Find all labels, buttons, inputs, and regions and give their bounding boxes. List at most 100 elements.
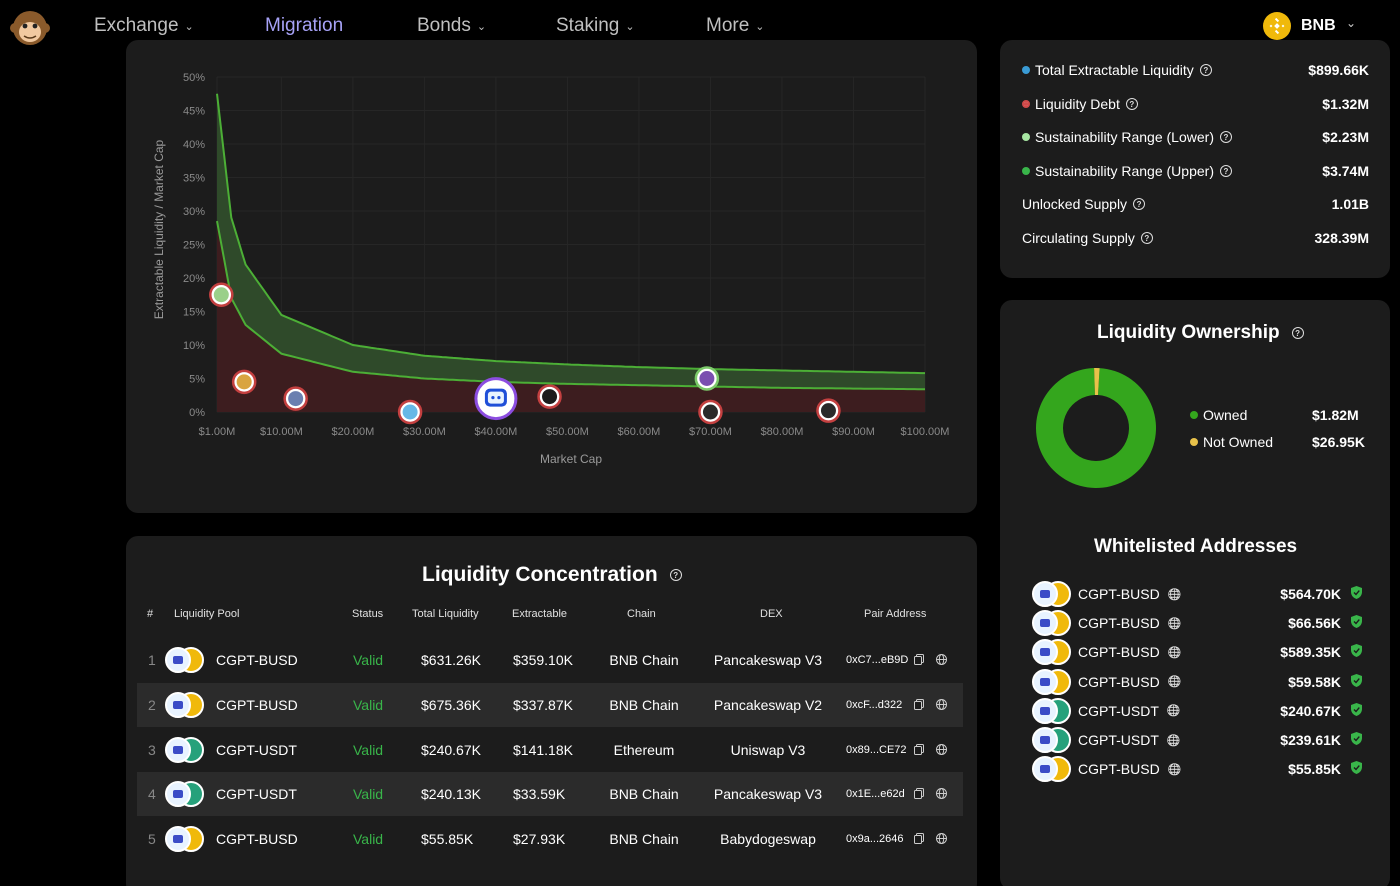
col-header-status: Status [352,608,384,620]
donut-slice-not-owned[interactable] [1094,368,1100,396]
whitelist-row[interactable]: CGPT-USDT 🌐 $239.61K [1032,726,1362,754]
globe-icon[interactable] [936,742,947,758]
x-tick-label: $10.00M [260,426,303,438]
verified-shield-icon [1351,586,1362,602]
pair-address[interactable]: 0xcF...d322 [846,698,903,711]
col-header-total: Total Liquidity [412,608,479,620]
help-icon[interactable]: ? [1133,198,1146,210]
col-header-extractable: Extractable [512,608,568,620]
table-row[interactable]: 5 CGPT-BUSD Valid $55.85K $27.93K BNB Chain Ba… [137,817,963,861]
pair-address[interactable]: 0xC7...eB9D [846,654,909,666]
nav-bonds[interactable]: Bonds ⌄ [417,15,486,37]
whitelist-row[interactable]: CGPT-BUSD 🌐 $589.35K [1032,638,1362,666]
globe-icon[interactable] [936,652,947,668]
whitelist-pair: CGPT-BUSD [1078,586,1160,602]
x-tick-label: $1.00M [199,426,236,438]
dex-name: Pancakeswap V3 [713,652,823,668]
whitelist-row[interactable]: CGPT-BUSD 🌐 $66.56K [1032,609,1362,637]
globe-icon[interactable]: 🌐 [1166,734,1181,747]
table-row[interactable]: 3 CGPT-USDT Valid $240.67K $141.18K Ethereum U… [137,728,963,772]
globe-icon[interactable] [936,697,947,713]
help-icon[interactable]: ? [1291,327,1304,339]
pair-address[interactable]: 0x1E...e62d [846,788,905,801]
pair-icons [1032,697,1072,725]
nav-migration[interactable]: Migration [265,15,343,37]
pair-address[interactable]: 0x9a...2646 [846,833,904,846]
pool-name: CGPT-USDT [216,786,297,803]
donut-slice-owned[interactable] [1036,368,1156,488]
token-icon-5[interactable] [816,398,841,423]
whitelist-row[interactable]: CGPT-BUSD 🌐 $55.85K [1032,755,1362,783]
y-tick-label: 35% [183,173,205,185]
table-row[interactable]: 4 CGPT-USDT Valid $240.13K $33.59K BNB Chain P… [137,772,963,817]
whitelist-pair: CGPT-USDT [1078,732,1159,748]
y-tick-label: 45% [183,106,205,118]
table-row[interactable]: 2 CGPT-BUSD Valid $675.36K $337.87K BNB Chain… [137,682,963,727]
cgpt-token-icon [165,647,191,673]
globe-icon[interactable] [936,831,947,847]
chevron-down-icon: ⌄ [184,20,194,33]
nav-more[interactable]: More ⌄ [706,15,765,37]
copy-icon[interactable] [914,697,924,713]
chevron-down-icon[interactable]: ⌄ [1346,16,1357,30]
help-icon[interactable]: ? [1140,232,1153,244]
chaingpt-icon[interactable] [474,377,518,421]
whitelist-row[interactable]: CGPT-BUSD 🌐 $564.70K [1032,580,1362,608]
cgpt-token-icon [1032,639,1058,666]
token-icon-3[interactable] [397,399,423,425]
extractable-value: $141.18K [513,741,573,758]
nav-more-label: More [706,15,750,36]
help-icon[interactable]: ? [669,569,682,581]
y-tick-label: 30% [183,206,205,218]
help-icon[interactable]: ? [1125,98,1138,110]
x-tick-label: $50.00M [546,426,589,438]
legend-dot [1022,66,1030,74]
y-tick-label: 0% [189,407,205,419]
token-icon-1[interactable] [209,282,234,307]
globe-icon[interactable]: 🌐 [1167,763,1182,776]
copy-icon[interactable] [914,786,924,802]
ownership-title: Liquidity Ownership ? [1097,322,1304,344]
help-icon[interactable]: ? [1219,165,1232,177]
globe-icon[interactable]: 🌐 [1167,646,1182,659]
help-icon[interactable]: ? [1219,131,1232,143]
globe-icon[interactable]: 🌐 [1167,676,1182,689]
stat-value: $2.23M [1322,129,1369,145]
network-selector[interactable]: BNB [1263,12,1336,40]
verified-shield-icon [1351,761,1362,777]
butterfly-icon[interactable] [537,384,562,409]
liquidity-chart-panel: 0% 5% 10% 15% 20% 25% 30% 35% 40% 45% 50% $1.00M $10… [126,40,977,513]
x-tick-label: $30.00M [403,426,446,438]
y-tick-label: 20% [183,273,205,285]
globe-icon[interactable]: 🌐 [1167,588,1182,601]
globe-icon[interactable] [936,786,947,802]
total-liquidity: $55.85K [421,831,474,848]
ethereum-icon[interactable] [283,386,308,411]
token-icon-2[interactable] [231,369,257,395]
not-owned-value: $26.95K [1312,434,1365,450]
whitelist-row[interactable]: CGPT-USDT 🌐 $240.67K [1032,697,1362,725]
ownership-donut-chart [1036,368,1156,488]
total-liquidity: $675.36K [421,696,481,713]
copy-icon[interactable] [914,831,924,847]
pair-icons [165,825,205,853]
nav-exchange[interactable]: Exchange ⌄ [94,15,194,37]
nav-staking[interactable]: Staking ⌄ [556,15,635,37]
concentration-title: Liquidity Concentration ? [422,563,682,587]
table-row[interactable]: 1 CGPT-BUSD Valid $631.26K $359.10K BNB Chain… [137,638,963,682]
monkey-logo-icon[interactable] [10,8,50,48]
copy-icon[interactable] [914,652,924,668]
owned-label: Owned [1203,407,1248,423]
token-icon-4[interactable] [698,399,723,425]
x-tick-label: $90.00M [832,426,875,438]
x-tick-label: $40.00M [475,426,518,438]
help-icon[interactable]: ? [1199,64,1212,76]
horse-icon[interactable] [694,366,720,391]
y-tick-label: 15% [183,307,205,319]
chain-name: BNB Chain [609,831,679,848]
whitelist-row[interactable]: CGPT-BUSD 🌐 $59.58K [1032,668,1362,696]
globe-icon[interactable]: 🌐 [1166,705,1181,718]
globe-icon[interactable]: 🌐 [1167,617,1182,630]
copy-icon[interactable] [914,742,924,758]
pair-address[interactable]: 0x89...CE72 [846,743,907,756]
